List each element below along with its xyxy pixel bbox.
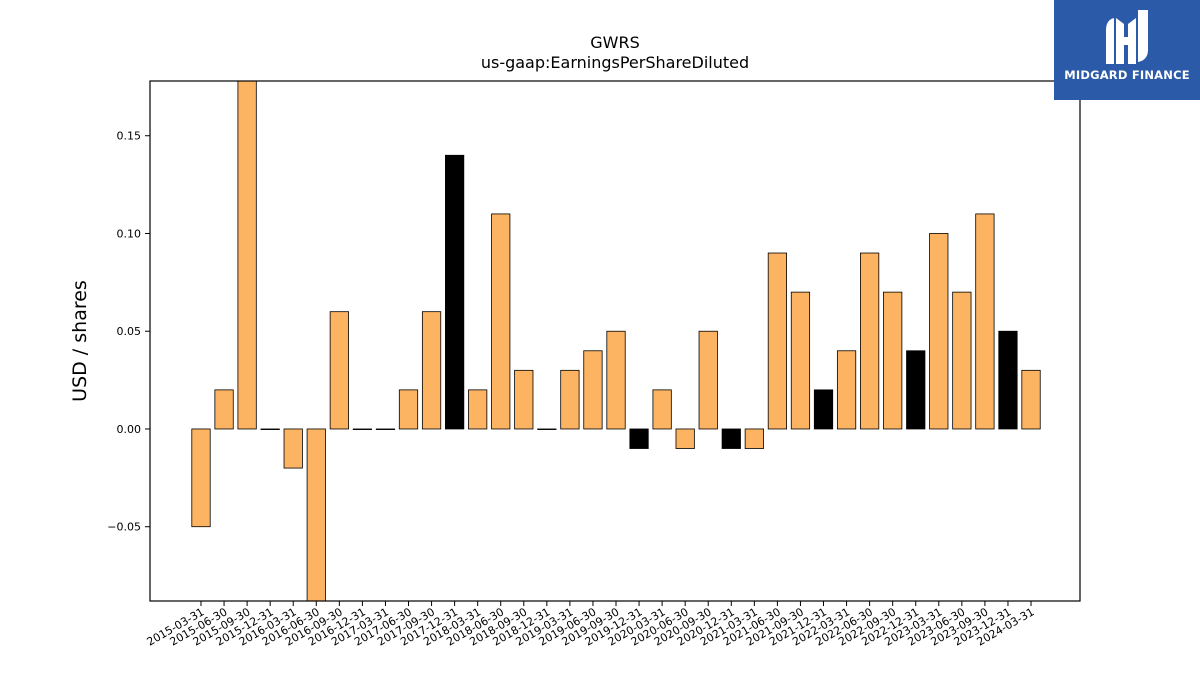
bar bbox=[698, 330, 718, 430]
y-tick-label: 0.10 bbox=[117, 227, 142, 240]
bar bbox=[537, 428, 557, 430]
bar bbox=[491, 213, 511, 430]
bar bbox=[306, 428, 326, 601]
bar bbox=[906, 350, 926, 430]
bar bbox=[767, 252, 788, 430]
bar bbox=[375, 428, 396, 430]
bar bbox=[975, 213, 995, 430]
plot-frame bbox=[149, 80, 1081, 602]
midgard-logo-icon bbox=[1106, 10, 1148, 64]
bar bbox=[421, 311, 442, 430]
bar bbox=[237, 81, 257, 430]
brand-name: MIDGARD FINANCE bbox=[1064, 68, 1190, 82]
bar bbox=[560, 369, 580, 430]
y-tick-label: −0.05 bbox=[107, 521, 141, 534]
chart-subtitle: us-gaap:EarningsPerShareDiluted bbox=[481, 53, 749, 72]
y-axis-label: USD / shares bbox=[69, 280, 91, 402]
bar bbox=[836, 350, 857, 430]
bar bbox=[952, 291, 972, 430]
bar bbox=[468, 389, 488, 430]
bar bbox=[721, 428, 741, 449]
bar bbox=[652, 389, 672, 430]
y-tick-label: 0.15 bbox=[117, 130, 142, 143]
chart-title: GWRS bbox=[590, 33, 640, 52]
bar bbox=[329, 311, 349, 430]
bar bbox=[744, 428, 764, 449]
bar bbox=[629, 428, 649, 449]
y-tick-label: 0.00 bbox=[117, 423, 142, 436]
bar bbox=[813, 389, 834, 430]
bar bbox=[214, 389, 234, 430]
bar bbox=[583, 350, 603, 430]
bar bbox=[283, 428, 303, 469]
bar bbox=[191, 428, 211, 528]
bar bbox=[260, 428, 280, 430]
bar bbox=[445, 154, 465, 430]
bar bbox=[352, 428, 372, 430]
bar bbox=[514, 369, 534, 430]
brand-logo: MIDGARD FINANCE bbox=[1054, 0, 1200, 100]
bar bbox=[675, 428, 695, 449]
bar bbox=[606, 330, 626, 430]
bar bbox=[1021, 369, 1041, 430]
bar bbox=[790, 291, 811, 430]
bar bbox=[883, 291, 903, 430]
bar bbox=[998, 330, 1018, 430]
y-tick-label: 0.05 bbox=[117, 325, 142, 338]
bar bbox=[398, 389, 419, 430]
bar bbox=[929, 233, 949, 430]
bar bbox=[860, 252, 880, 430]
